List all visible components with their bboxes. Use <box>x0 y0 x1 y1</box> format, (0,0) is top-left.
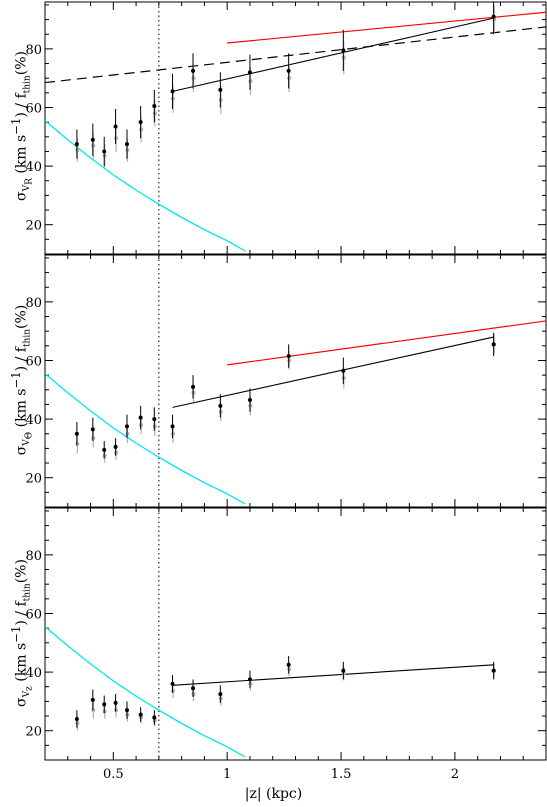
y-tick-label: 20 <box>25 219 42 234</box>
y-tick-label: 40 <box>25 413 42 428</box>
data-point <box>341 368 346 373</box>
data-point <box>286 662 291 667</box>
fit-line <box>172 17 494 92</box>
y-tick-label: 20 <box>25 472 42 487</box>
data-point <box>90 427 95 432</box>
data-point <box>102 149 107 154</box>
data-point <box>152 417 157 422</box>
data-point <box>218 692 223 697</box>
data-point <box>491 668 496 673</box>
data-point <box>152 104 157 109</box>
ylabel-panel-2: σVΘ (km s−1) / fthin(%) <box>8 304 36 456</box>
data-point <box>124 708 129 713</box>
x-tick-label: 1 <box>223 767 231 782</box>
data-point <box>170 681 175 686</box>
data-point <box>191 384 196 389</box>
data-point <box>138 712 143 717</box>
data-point <box>74 431 79 436</box>
data-point <box>102 702 107 707</box>
y-tick-label: 40 <box>25 160 42 175</box>
cyan-curve <box>45 120 246 252</box>
data-point <box>491 14 496 19</box>
data-point <box>286 68 291 73</box>
cyan-curve <box>45 626 246 758</box>
data-point <box>124 142 129 147</box>
fit-line <box>172 336 494 408</box>
panel-frame <box>44 507 547 761</box>
data-point <box>191 686 196 691</box>
data-point <box>170 424 175 429</box>
data-point <box>247 677 252 682</box>
ylabel-panel-1: σVR (km s−1) / fthin(%) <box>8 51 36 201</box>
data-point <box>90 137 95 142</box>
y-tick-label: 80 <box>25 296 42 311</box>
cyan-curve <box>45 373 246 505</box>
y-tick-label: 80 <box>25 549 42 564</box>
data-point <box>113 444 118 449</box>
data-point <box>74 716 79 721</box>
x-tick-label: 1.5 <box>331 767 352 782</box>
data-point <box>74 142 79 147</box>
data-point <box>218 87 223 92</box>
data-point <box>138 120 143 125</box>
data-point <box>247 398 252 403</box>
data-point <box>124 424 129 429</box>
data-point <box>247 70 252 75</box>
data-point <box>90 697 95 702</box>
data-point <box>113 124 118 129</box>
y-tick-label: 20 <box>25 725 42 740</box>
data-point <box>341 668 346 673</box>
data-point <box>138 415 143 420</box>
ylabel-panel-3: σVz (km s−1) / fthin(%) <box>8 559 36 707</box>
data-point <box>113 700 118 705</box>
dashed-line <box>45 26 546 84</box>
data-point <box>191 68 196 73</box>
y-tick-label: 60 <box>25 607 42 622</box>
data-point <box>170 89 175 94</box>
panel-frame <box>44 1 547 255</box>
data-point <box>286 354 291 359</box>
x-axis-label: |z| (kpc) <box>244 786 303 802</box>
data-point <box>341 48 346 53</box>
data-point <box>152 715 157 720</box>
y-tick-label: 60 <box>25 101 42 116</box>
data-point <box>491 342 496 347</box>
y-tick-label: 80 <box>25 43 42 58</box>
red-line <box>227 11 546 44</box>
data-point <box>102 447 107 452</box>
x-tick-label: 0.5 <box>103 767 124 782</box>
x-tick-label: 2 <box>451 767 459 782</box>
y-tick-label: 60 <box>25 354 42 369</box>
fit-line <box>172 664 494 686</box>
red-line <box>227 320 546 366</box>
y-tick-label: 40 <box>25 666 42 681</box>
data-point <box>218 403 223 408</box>
